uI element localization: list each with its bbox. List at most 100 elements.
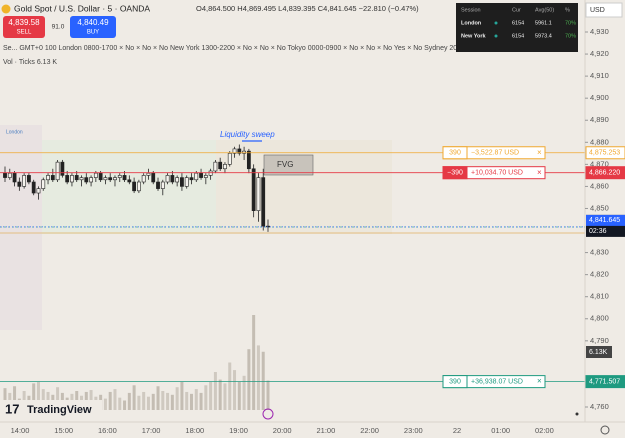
price-tick-label: 4,890: [590, 115, 609, 124]
volume-bar: [166, 392, 170, 410]
candle-body: [74, 175, 79, 181]
time-label: 17:00: [142, 426, 161, 435]
buy-price[interactable]: 4,840.49: [77, 18, 109, 27]
volume-bar: [32, 383, 36, 410]
buy-button[interactable]: [70, 16, 116, 38]
candle-body: [251, 168, 256, 211]
time-label: 01:00: [491, 426, 510, 435]
countdown: 02:36: [589, 228, 607, 235]
sell-label[interactable]: SELL: [17, 30, 32, 36]
price-label-bg: [585, 166, 625, 180]
spread: 91.0: [52, 24, 65, 31]
volume-bar: [256, 345, 260, 410]
candle-body: [70, 175, 74, 183]
candle-body: [227, 153, 232, 165]
currency-button[interactable]: [585, 2, 623, 18]
candle-body: [113, 177, 117, 181]
volume-bar: [261, 351, 265, 410]
volume-bar: [204, 385, 208, 410]
candle-body: [146, 172, 151, 176]
symbol: Gold Spot / U.S. Dollar · 5 · OANDA: [14, 3, 150, 13]
price-label-bg: [585, 146, 625, 160]
volume-bar: [247, 349, 251, 410]
table-cell: New York: [461, 33, 486, 39]
candle-body: [184, 177, 189, 187]
price-tick-label: 4,880: [590, 137, 609, 146]
logo-mark: 17: [5, 401, 19, 416]
volume-bar: [161, 391, 165, 410]
currency[interactable]: USD: [590, 7, 605, 14]
price-label-bg: [585, 375, 625, 389]
volume-bar: [13, 386, 17, 410]
volume-label-bg: [586, 346, 612, 358]
london-box: [0, 125, 42, 330]
table-cell: 70%: [565, 20, 576, 26]
volume-bar: [3, 388, 7, 410]
candle-body: [50, 175, 55, 181]
candle-body: [180, 177, 184, 187]
settings-icon[interactable]: [600, 425, 610, 435]
price-tick-label: 4,800: [590, 314, 609, 323]
order-close[interactable]: ×: [537, 377, 542, 386]
order-qty-box: [442, 166, 468, 180]
time-label: 19:00: [229, 426, 248, 435]
candle-body: [246, 150, 251, 170]
ohlc: O4,864.500 H4,869.495 L4,839.395 C4,841.…: [196, 4, 419, 13]
volume-bar: [170, 394, 174, 410]
price-tick-label: 4,910: [590, 71, 609, 80]
price-tick-label: 4,820: [590, 270, 609, 279]
volume-bar: [156, 386, 160, 410]
volume-bar: [113, 389, 117, 410]
candle-body: [17, 181, 22, 187]
candle-body: [160, 181, 165, 189]
candle-body: [31, 181, 36, 194]
price-tick-label: 4,850: [590, 203, 609, 212]
liquidity-sweep-label: Liquidity sweep: [220, 130, 275, 139]
candle-body: [189, 177, 194, 181]
sessions-indicator: Se... GMT+0 100 London 0800-1700 × No × …: [3, 45, 517, 52]
candle-body: [218, 161, 223, 170]
volume-indicator: Vol · Ticks 6.13 K: [3, 59, 57, 66]
order-close[interactable]: ×: [537, 168, 542, 177]
ny-box: [216, 140, 392, 234]
time-label: 15:00: [54, 426, 73, 435]
last-price-label: 4,841.645: [589, 217, 620, 224]
candle-body: [194, 172, 199, 181]
last-price-bg-top: [586, 214, 625, 226]
candle-body: [175, 177, 180, 183]
london-label: London: [6, 129, 23, 135]
candle-body: [36, 188, 41, 194]
time-label: 22:00: [360, 426, 379, 435]
session-table: [456, 3, 578, 52]
candle-body: [7, 172, 12, 178]
table-cell: 5961.1: [535, 20, 552, 26]
price-tick-label: 4,900: [590, 93, 609, 102]
volume-bar: [146, 396, 150, 410]
volume-bar: [266, 380, 270, 410]
volume-bar: [237, 381, 241, 410]
candle-body: [55, 161, 60, 181]
price-tick-label: 4,920: [590, 49, 609, 58]
time-label: 18:00: [185, 426, 204, 435]
time-label: 23:00: [404, 426, 423, 435]
candle-body: [151, 172, 156, 183]
order-qty: 390: [449, 378, 461, 385]
volume-bar: [194, 389, 198, 410]
order-close[interactable]: ×: [537, 148, 542, 157]
candle-body: [89, 177, 93, 183]
time-label: 16:00: [98, 426, 117, 435]
sell-price[interactable]: 4,839.58: [8, 18, 40, 27]
order-price-label: 4,875.253: [589, 150, 620, 157]
volume-bar: [223, 383, 227, 410]
candle-body: [79, 177, 84, 181]
time-label: 14:00: [11, 426, 30, 435]
sell-button[interactable]: [3, 16, 45, 38]
buy-label[interactable]: BUY: [87, 30, 99, 36]
event-icon[interactable]: [262, 408, 274, 420]
volume-bar: [36, 381, 40, 410]
symbol-icon: [1, 4, 11, 14]
candle-body: [203, 175, 208, 178]
price-tick-label: 4,870: [590, 159, 609, 168]
table-header: Avg(50): [535, 7, 554, 13]
